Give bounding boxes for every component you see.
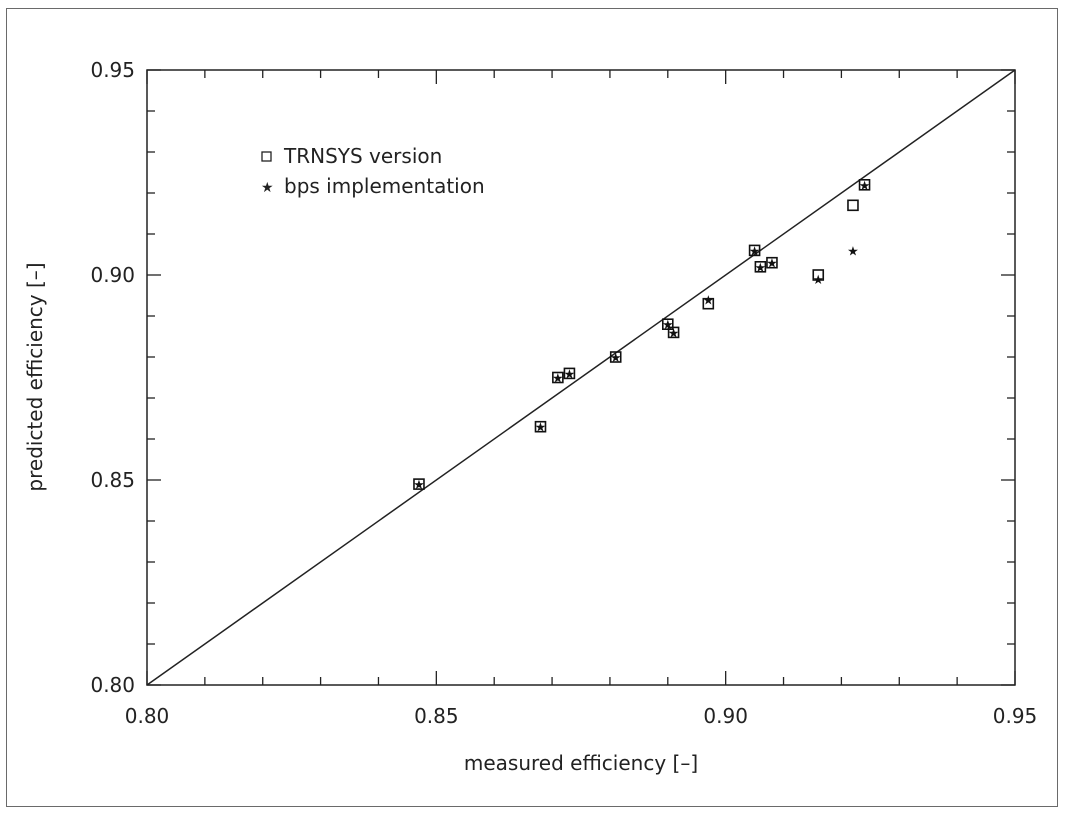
point-trnsys-square bbox=[847, 199, 859, 212]
reference-line bbox=[146, 69, 1016, 686]
point-bps-star: ★ bbox=[702, 294, 714, 309]
point-trnsys-square bbox=[766, 256, 778, 269]
point-bps-star: ★ bbox=[413, 478, 425, 493]
x-tick-label: 0.95 bbox=[993, 704, 1038, 728]
y-tick-label: 0.85 bbox=[90, 468, 135, 492]
point-bps-star: ★ bbox=[610, 351, 622, 366]
tick-labels: 0.80 0.85 0.90 0.95 0.80 0.85 0.90 0.95 bbox=[90, 58, 1037, 728]
point-trnsys-square bbox=[858, 179, 871, 191]
point-trnsys-square bbox=[754, 260, 767, 273]
y-tick-label: 0.90 bbox=[90, 263, 135, 287]
point-trnsys-square bbox=[609, 351, 622, 363]
point-trnsys-square bbox=[563, 367, 576, 380]
data-points: ★★★ ★★★★★★★ ★★★★ bbox=[413, 179, 870, 493]
point-bps-star: ★ bbox=[847, 244, 859, 259]
legend: TRNSYS version ★ bps implementation bbox=[261, 144, 485, 198]
x-tick-label: 0.85 bbox=[414, 704, 459, 728]
point-trnsys-square bbox=[748, 244, 761, 257]
point-trnsys-square bbox=[667, 326, 680, 339]
y-axis-label: predicted efficiency [–] bbox=[23, 262, 47, 491]
y-tick-label: 0.80 bbox=[90, 673, 135, 697]
plot-area bbox=[146, 69, 1016, 686]
point-bps-star: ★ bbox=[535, 421, 547, 436]
point-bps-star: ★ bbox=[552, 372, 564, 387]
x-tick-label: 0.80 bbox=[125, 704, 170, 728]
y-tick-label: 0.95 bbox=[90, 58, 135, 82]
point-bps-star: ★ bbox=[755, 261, 767, 276]
point-trnsys-square bbox=[413, 478, 425, 490]
chart-frame bbox=[6, 8, 1058, 807]
point-trnsys-square bbox=[812, 269, 825, 281]
legend-marker-trnsys bbox=[261, 151, 272, 162]
axis-ticks bbox=[146, 69, 1016, 686]
x-axis-label: measured efficiency [–] bbox=[464, 751, 698, 775]
point-bps-star: ★ bbox=[564, 367, 576, 382]
legend-label-trnsys: TRNSYS version bbox=[283, 144, 442, 168]
point-bps-star: ★ bbox=[749, 244, 761, 259]
legend-label-bps: bps implementation bbox=[284, 174, 485, 198]
x-tick-label: 0.90 bbox=[703, 704, 748, 728]
point-bps-star: ★ bbox=[766, 257, 778, 272]
point-bps-star: ★ bbox=[668, 326, 680, 341]
point-trnsys-square bbox=[534, 420, 547, 433]
point-bps-star: ★ bbox=[662, 318, 674, 333]
point-bps-star: ★ bbox=[859, 179, 871, 194]
point-trnsys-square bbox=[552, 371, 564, 384]
point-trnsys-square bbox=[702, 297, 715, 310]
legend-marker-bps: ★ bbox=[261, 180, 274, 196]
